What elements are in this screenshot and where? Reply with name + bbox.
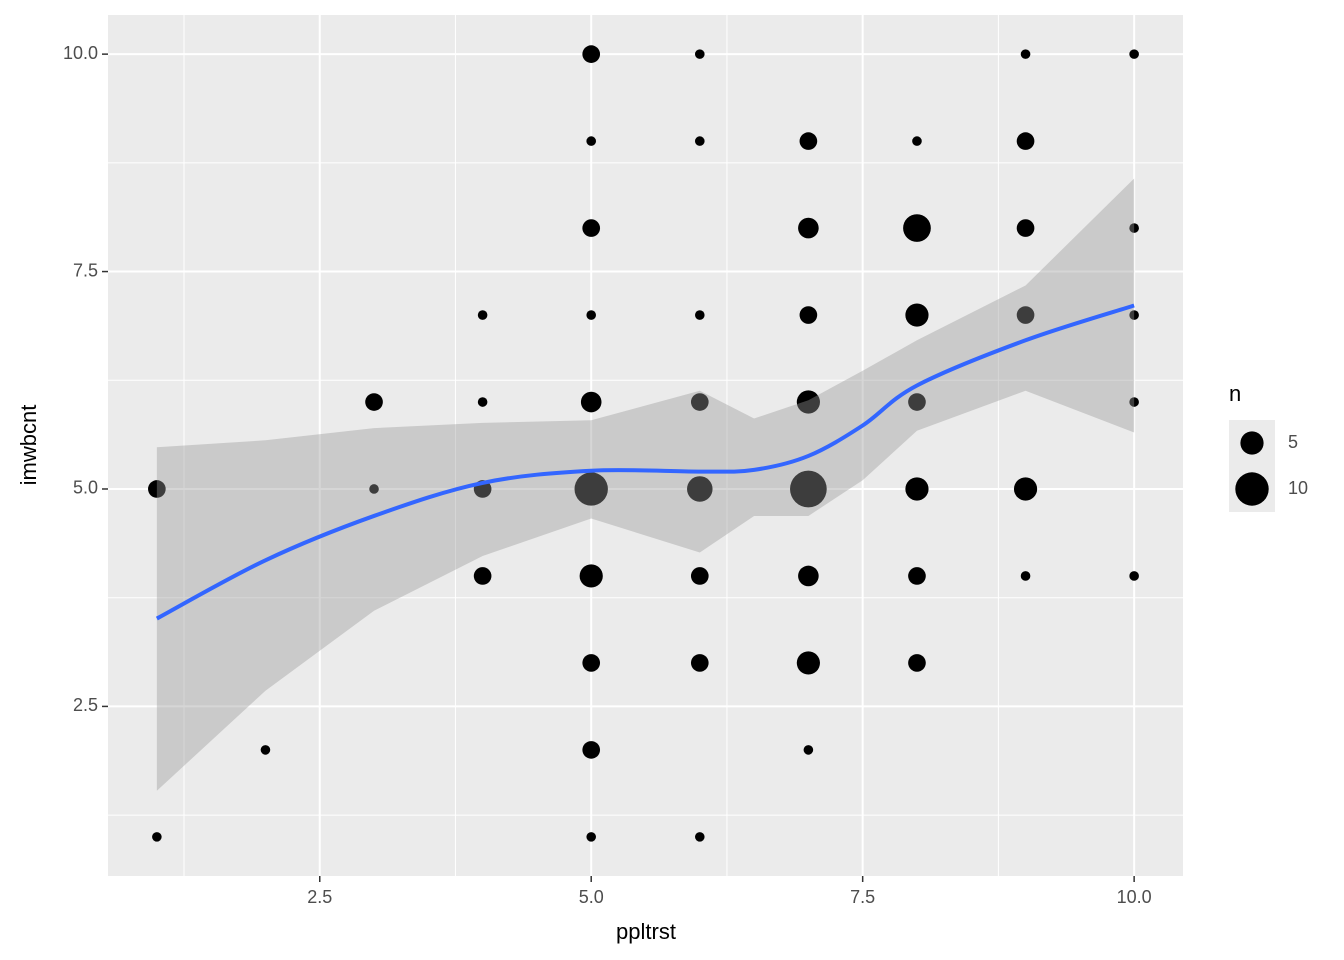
point — [803, 745, 814, 755]
point — [690, 393, 709, 411]
smooth-line — [155, 303, 1135, 621]
point — [1013, 477, 1038, 501]
point — [694, 310, 705, 320]
point — [798, 565, 819, 587]
point — [1016, 306, 1035, 324]
point — [790, 470, 827, 508]
point — [687, 476, 713, 502]
y-tick-label: 2.5 — [73, 695, 98, 715]
point — [690, 654, 709, 672]
legend-label: 5 — [1288, 432, 1298, 452]
y-tick-label: 10.0 — [63, 43, 98, 63]
point — [586, 832, 597, 842]
point — [694, 49, 705, 59]
legend-label: 10 — [1288, 478, 1308, 498]
point — [1020, 49, 1031, 59]
panel — [108, 15, 1183, 876]
legend-key — [1235, 472, 1269, 506]
point — [586, 310, 597, 320]
point — [473, 567, 492, 585]
point — [912, 136, 922, 146]
x-tick-label: 2.5 — [307, 887, 332, 907]
point — [799, 306, 818, 324]
point — [477, 397, 488, 407]
point — [582, 654, 601, 672]
point — [369, 484, 379, 494]
x-axis-title: ppltrst — [616, 919, 676, 944]
point — [1129, 223, 1139, 233]
point — [365, 393, 383, 411]
point — [908, 654, 926, 672]
point — [694, 136, 705, 146]
point — [1016, 219, 1035, 237]
x-tick-label: 5.0 — [579, 887, 604, 907]
point — [148, 480, 166, 498]
point — [152, 832, 162, 842]
point — [798, 217, 819, 239]
point — [1016, 132, 1035, 150]
point — [582, 219, 601, 237]
point — [903, 214, 931, 242]
y-axis-title: imwbcnt — [16, 405, 41, 486]
confidence-band — [156, 178, 1135, 791]
point — [579, 564, 603, 588]
point — [1129, 49, 1139, 59]
point — [905, 303, 929, 327]
legend-title: n — [1229, 381, 1241, 406]
x-tick-label: 7.5 — [850, 887, 875, 907]
point — [1020, 571, 1031, 581]
point — [574, 472, 608, 506]
y-tick-label: 5.0 — [73, 478, 98, 498]
x-tick-label: 10.0 — [1117, 887, 1152, 907]
point — [799, 132, 818, 150]
point — [908, 567, 926, 585]
y-tick-label: 7.5 — [73, 260, 98, 280]
point — [1129, 397, 1139, 407]
point — [586, 136, 597, 146]
point — [694, 832, 705, 842]
point — [477, 310, 488, 320]
point — [580, 391, 602, 413]
point — [796, 390, 820, 414]
point — [690, 567, 709, 585]
point — [260, 745, 271, 755]
point — [1129, 571, 1139, 581]
point — [1129, 310, 1139, 320]
point — [796, 651, 820, 675]
legend-key — [1240, 431, 1264, 455]
point — [582, 741, 601, 759]
point — [905, 477, 929, 501]
point — [582, 45, 601, 63]
point — [908, 393, 926, 411]
